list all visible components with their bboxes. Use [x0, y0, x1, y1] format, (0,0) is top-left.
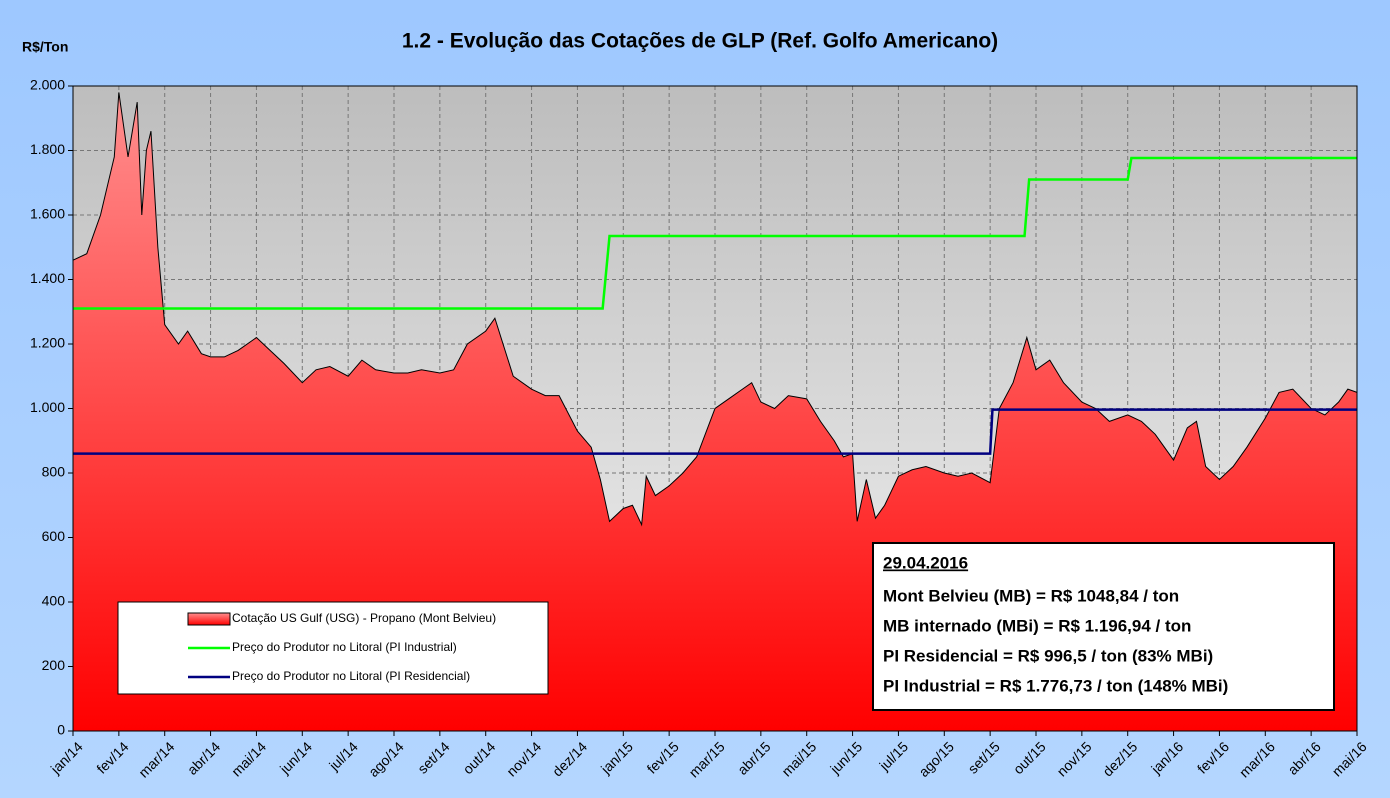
- y-tick-label: 200: [42, 657, 66, 673]
- y-tick-label: 1.400: [30, 270, 65, 286]
- annotation-box: [872, 542, 1335, 711]
- y-tick-label: 400: [42, 593, 66, 609]
- y-axis-label: R$/Ton: [22, 39, 68, 55]
- annotation-line: Mont Belvieu (MB) = R$ 1048,84 / ton: [883, 586, 1179, 605]
- annotation-title: 29.04.2016: [883, 553, 968, 572]
- y-tick-label: 1.600: [30, 206, 65, 222]
- legend-swatch: [187, 612, 231, 626]
- legend-label: Preço do Produtor no Litoral (PI Residen…: [232, 669, 470, 683]
- chart-title: 1.2 - Evolução das Cotações de GLP (Ref.…: [402, 30, 998, 53]
- y-tick-label: 2.000: [30, 77, 65, 93]
- annotation-line: PI Residencial = R$ 996,5 / ton (83% MBi…: [883, 646, 1213, 665]
- y-tick-label: 600: [42, 528, 66, 544]
- plot-border: [72, 85, 1358, 732]
- y-tick-label: 1.000: [30, 399, 65, 415]
- y-tick-label: 0: [57, 722, 65, 738]
- line: [73, 408, 1357, 455]
- annotation-line: PI Industrial = R$ 1.776,73 / ton (148% …: [883, 676, 1228, 695]
- y-tick-label: 800: [42, 464, 66, 480]
- y-tick-label: 1.800: [30, 141, 65, 157]
- line: [73, 156, 1357, 310]
- annotation-line: MB internado (MBi) = R$ 1.196,94 / ton: [883, 616, 1191, 635]
- legend-label: Preço do Produtor no Litoral (PI Industr…: [232, 640, 457, 654]
- y-tick-label: 1.200: [30, 335, 65, 351]
- legend-label: Cotação US Gulf (USG) - Propano (Mont Be…: [232, 611, 496, 625]
